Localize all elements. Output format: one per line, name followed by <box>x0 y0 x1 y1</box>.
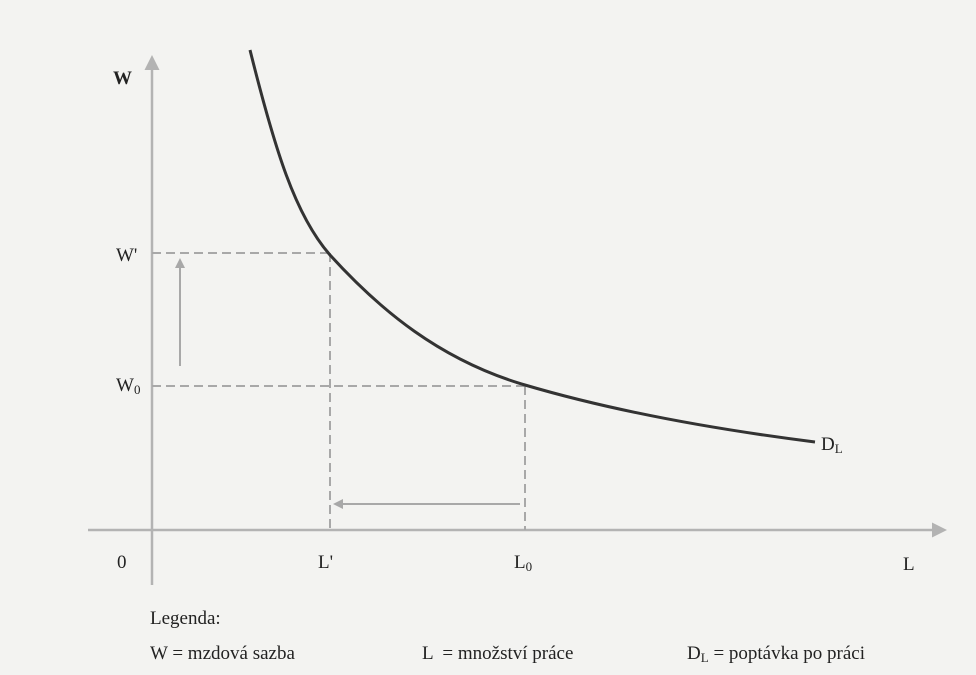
legend-item: L = množství práce <box>422 643 573 664</box>
w-zero-label: W0 <box>116 375 140 397</box>
x-axis-label: L <box>903 554 915 575</box>
origin-label: 0 <box>117 552 127 573</box>
legend-item: W = mzdová sazba <box>150 643 295 664</box>
l-prime-label: L' <box>318 552 333 573</box>
demand-curve <box>248 49 816 444</box>
w-prime-label: W' <box>116 245 137 266</box>
label-base: D <box>821 434 835 455</box>
label-sub: 0 <box>526 559 533 574</box>
label-sub: L <box>701 650 709 665</box>
label-base: D <box>687 643 701 664</box>
curve-label: DL <box>821 434 843 456</box>
label-text: = poptávka po práci <box>709 643 865 664</box>
label-base: L <box>514 552 526 573</box>
y-axis-label: W <box>113 68 132 89</box>
l-zero-label: L0 <box>514 552 532 574</box>
label-sub: 0 <box>134 382 141 397</box>
label-base: W <box>116 375 134 396</box>
label-sub: L <box>835 441 843 456</box>
legend-title: Legenda: <box>150 608 221 629</box>
legend-item: DL = poptávka po práci <box>687 643 865 665</box>
